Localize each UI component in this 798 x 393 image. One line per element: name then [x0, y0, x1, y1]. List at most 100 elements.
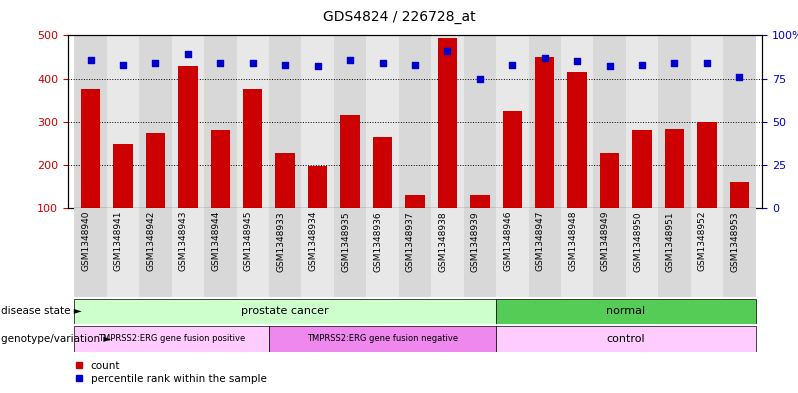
Text: prostate cancer: prostate cancer [241, 307, 329, 316]
Point [571, 58, 583, 64]
Bar [431, 35, 464, 208]
Bar [626, 35, 658, 208]
Bar [561, 208, 594, 297]
Text: GSM1348953: GSM1348953 [730, 211, 740, 272]
Bar [697, 122, 717, 252]
Bar [496, 326, 756, 352]
Text: GSM1348949: GSM1348949 [601, 211, 610, 272]
Bar [269, 208, 302, 297]
Point [149, 60, 162, 66]
Bar [74, 299, 496, 324]
Bar [178, 66, 198, 252]
Bar [528, 208, 561, 297]
Bar [594, 208, 626, 297]
Point [441, 48, 454, 54]
Bar [561, 35, 594, 208]
Bar [204, 35, 236, 208]
Text: GSM1348951: GSM1348951 [666, 211, 674, 272]
Text: GSM1348940: GSM1348940 [81, 211, 90, 272]
Point [409, 62, 421, 68]
Bar [107, 208, 139, 297]
Point [247, 60, 259, 66]
Bar [366, 208, 399, 297]
Bar [139, 35, 172, 208]
Bar [334, 35, 366, 208]
Bar [691, 35, 723, 208]
Bar [172, 208, 204, 297]
Bar [723, 208, 756, 297]
Bar [74, 326, 269, 352]
Bar [594, 35, 626, 208]
Bar [535, 57, 555, 252]
Bar [496, 299, 756, 324]
Point [214, 60, 227, 66]
Bar [204, 208, 236, 297]
Bar [373, 137, 393, 252]
Bar [528, 35, 561, 208]
Point [117, 62, 129, 68]
Bar [729, 182, 749, 252]
Point [84, 57, 97, 63]
Text: disease state ►: disease state ► [1, 307, 81, 316]
Bar [302, 208, 334, 297]
Bar [74, 208, 107, 297]
Text: GSM1348945: GSM1348945 [243, 211, 253, 272]
Text: GSM1348946: GSM1348946 [504, 211, 512, 272]
Text: GSM1348936: GSM1348936 [373, 211, 382, 272]
Text: genotype/variation ►: genotype/variation ► [1, 334, 111, 344]
Bar [74, 35, 107, 208]
Bar [340, 116, 360, 252]
Text: GSM1348938: GSM1348938 [438, 211, 448, 272]
Point [506, 62, 519, 68]
Bar [139, 208, 172, 297]
Text: normal: normal [606, 307, 646, 316]
Bar [658, 208, 691, 297]
Bar [658, 35, 691, 208]
Point [603, 63, 616, 70]
Text: GSM1348952: GSM1348952 [698, 211, 707, 272]
Bar [632, 130, 652, 252]
Bar [431, 208, 464, 297]
Bar [600, 153, 619, 252]
Bar [399, 35, 431, 208]
Point [473, 75, 486, 82]
Point [636, 62, 649, 68]
Bar [399, 208, 431, 297]
Bar [107, 35, 139, 208]
Text: GSM1348950: GSM1348950 [633, 211, 642, 272]
Bar [275, 153, 295, 252]
Text: GSM1348935: GSM1348935 [341, 211, 350, 272]
Point [733, 74, 746, 80]
Text: GSM1348948: GSM1348948 [568, 211, 577, 272]
Text: GSM1348939: GSM1348939 [471, 211, 480, 272]
Bar [470, 195, 490, 252]
Point [279, 62, 291, 68]
Point [701, 60, 713, 66]
Text: GSM1348934: GSM1348934 [309, 211, 318, 272]
Bar [405, 195, 425, 252]
Point [181, 51, 194, 57]
Bar [302, 35, 334, 208]
Text: GSM1348947: GSM1348947 [535, 211, 545, 272]
Text: GSM1348944: GSM1348944 [211, 211, 220, 271]
Bar [146, 133, 165, 252]
Point [311, 63, 324, 70]
Bar [113, 144, 132, 252]
Bar [437, 37, 457, 252]
Bar [236, 35, 269, 208]
Bar [626, 208, 658, 297]
Text: TMPRSS2:ERG gene fusion negative: TMPRSS2:ERG gene fusion negative [307, 334, 458, 343]
Bar [243, 90, 263, 252]
Text: TMPRSS2:ERG gene fusion positive: TMPRSS2:ERG gene fusion positive [98, 334, 245, 343]
Bar [366, 35, 399, 208]
Point [376, 60, 389, 66]
Legend: count, percentile rank within the sample: count, percentile rank within the sample [73, 361, 267, 384]
Bar [211, 130, 230, 252]
Bar [172, 35, 204, 208]
Text: control: control [606, 334, 645, 344]
Bar [236, 208, 269, 297]
Text: GSM1348941: GSM1348941 [114, 211, 123, 272]
Bar [308, 166, 327, 252]
Point [668, 60, 681, 66]
Bar [496, 35, 528, 208]
